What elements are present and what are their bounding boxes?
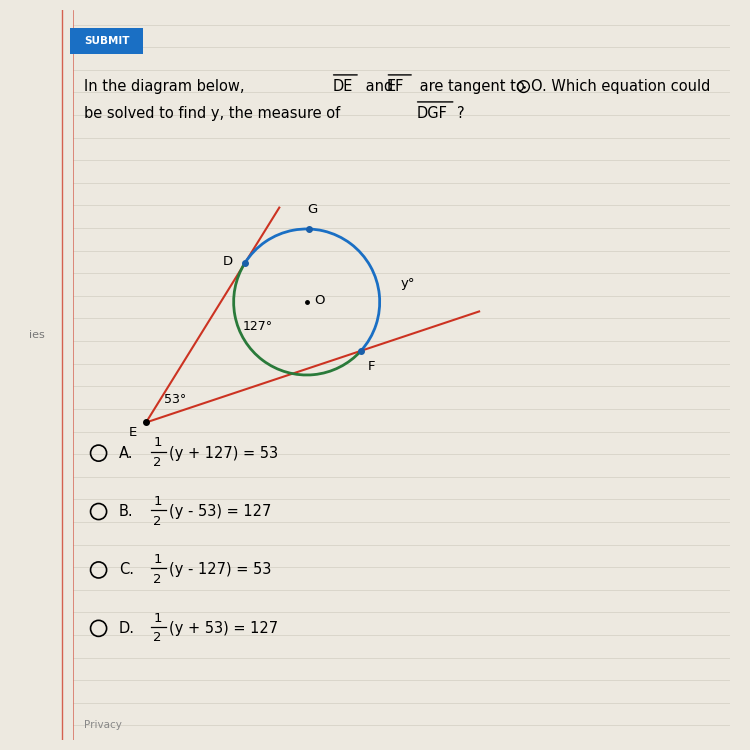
Text: 1: 1 [153, 495, 162, 508]
FancyBboxPatch shape [70, 28, 143, 54]
Text: 1: 1 [153, 554, 162, 566]
Text: D: D [223, 255, 233, 268]
Text: F: F [368, 359, 376, 373]
Text: O: O [314, 294, 325, 307]
Text: D.: D. [119, 621, 135, 636]
Text: 2: 2 [153, 632, 162, 644]
Text: EF: EF [387, 79, 404, 94]
Text: (y - 127) = 53: (y - 127) = 53 [170, 562, 272, 578]
Text: O. Which equation could: O. Which equation could [531, 79, 710, 94]
Text: 53°: 53° [164, 394, 187, 406]
Text: y°: y° [400, 278, 415, 290]
Text: ies: ies [29, 330, 45, 340]
Text: C.: C. [119, 562, 134, 578]
Text: B.: B. [119, 504, 134, 519]
Text: ?: ? [457, 106, 465, 121]
Text: 2: 2 [153, 456, 162, 469]
Text: (y - 53) = 127: (y - 53) = 127 [170, 504, 272, 519]
Text: 2: 2 [153, 573, 162, 586]
Text: are tangent to: are tangent to [416, 79, 525, 94]
Text: (y + 127) = 53: (y + 127) = 53 [170, 446, 278, 460]
Text: DGF: DGF [416, 106, 447, 121]
Text: 1: 1 [153, 436, 162, 449]
Text: SUBMIT: SUBMIT [84, 36, 129, 46]
Text: 1: 1 [153, 612, 162, 625]
Text: and: and [362, 79, 394, 94]
Text: be solved to find y, the measure of: be solved to find y, the measure of [84, 106, 340, 121]
Text: A.: A. [119, 446, 134, 460]
Text: 127°: 127° [242, 320, 272, 333]
Text: DE: DE [332, 79, 352, 94]
Text: In the diagram below,: In the diagram below, [84, 79, 245, 94]
Text: 2: 2 [153, 514, 162, 527]
Text: Privacy: Privacy [84, 721, 122, 730]
Text: (y + 53) = 127: (y + 53) = 127 [170, 621, 278, 636]
Text: E: E [129, 426, 137, 439]
Text: G: G [308, 202, 318, 216]
